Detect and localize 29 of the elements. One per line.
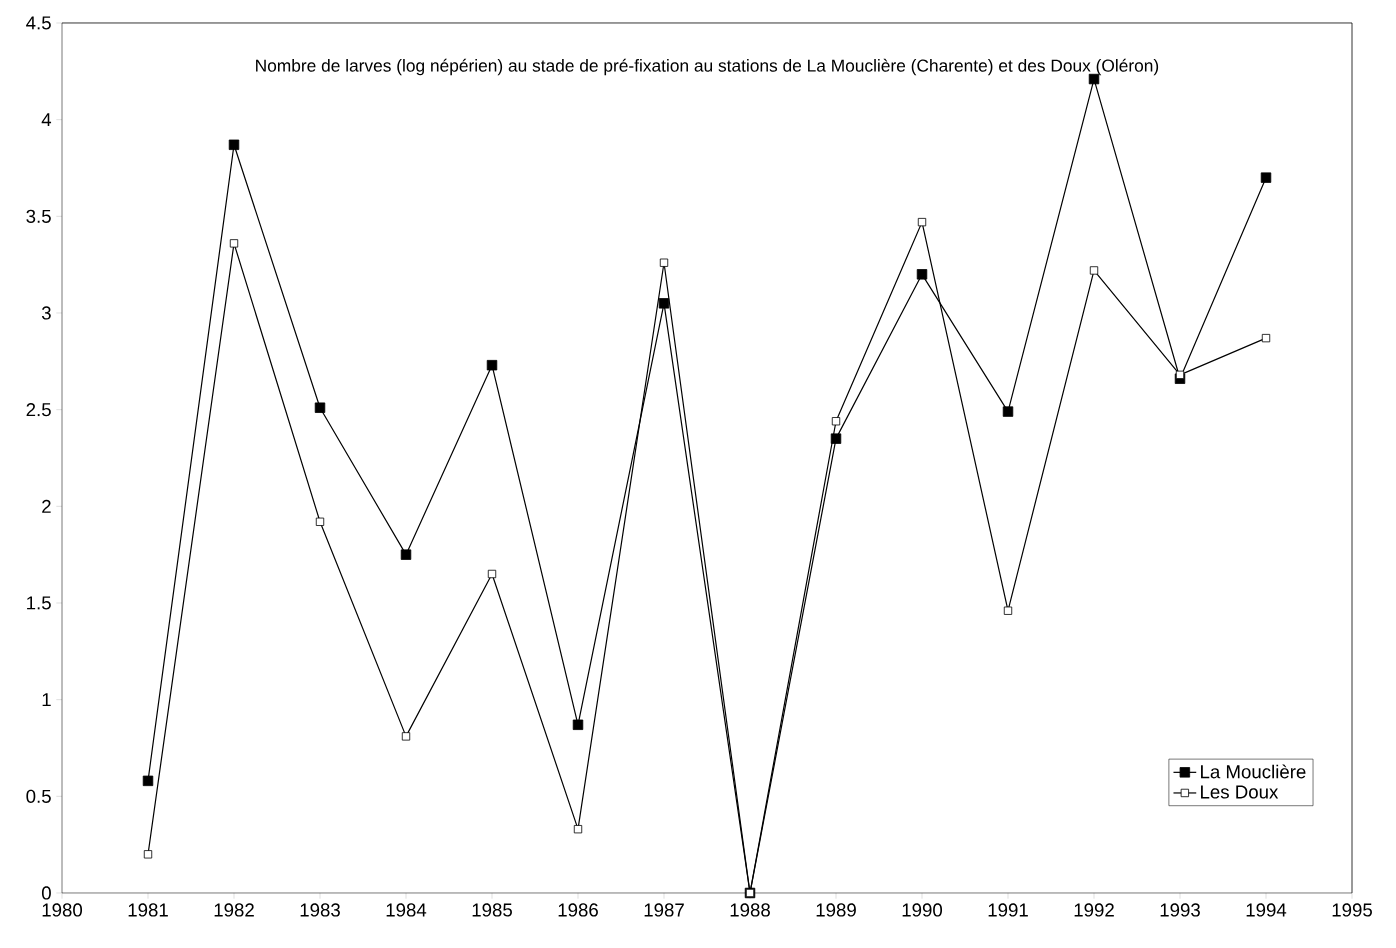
x-tick-label: 1990 [902, 903, 943, 917]
x-tick-label: 1980 [42, 903, 83, 917]
x-tick-label: 1995 [1332, 903, 1372, 917]
x-tick-label: 1991 [988, 903, 1028, 917]
y-tick-label: 3 [41, 306, 51, 320]
x-tick-label: 1992 [1074, 903, 1114, 917]
x-tick-label: 1984 [386, 903, 427, 917]
x-tick-label: 1988 [730, 903, 770, 917]
x-tick-label: 1982 [214, 903, 254, 917]
y-tick-label: 0 [41, 886, 51, 900]
y-tick-label: 2.5 [26, 403, 51, 417]
x-tick-label: 1987 [644, 903, 684, 917]
y-tick-label: 1.5 [27, 596, 51, 610]
y-tick-label: 3.5 [26, 209, 51, 223]
text: Nombre de larves (log népérien) au stade de pré-fixation au stations de La Mouclière (Charente) et des Doux (Oléron) [256, 58, 1159, 76]
x-tick-label: 1983 [300, 903, 340, 917]
y-tick-label: 2 [42, 499, 51, 513]
x-tick-label: 1986 [558, 903, 598, 917]
legend-label: La Mouclière [1201, 764, 1306, 779]
x-tick-label: 1989 [816, 903, 856, 917]
x-tick-label: 1994 [1246, 903, 1287, 917]
y-tick-label: 1 [42, 693, 51, 707]
y-tick-label: 4 [41, 113, 52, 127]
y-tick-label: 0.5 [26, 789, 51, 803]
x-tick-label: 1981 [128, 903, 168, 917]
legend-label: Les Doux [1201, 785, 1279, 799]
x-tick-label: 1993 [1160, 903, 1200, 917]
y-tick-label: 4.5 [26, 16, 51, 30]
x-tick-label: 1985 [472, 903, 512, 917]
